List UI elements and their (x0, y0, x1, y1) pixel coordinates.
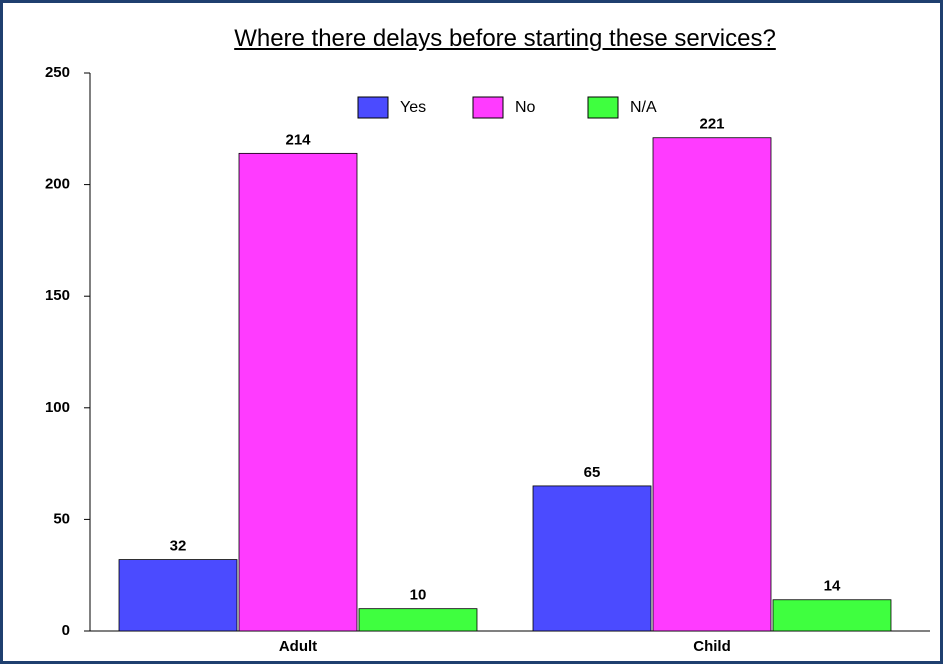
bar (532, 485, 652, 632)
bar (652, 137, 772, 632)
bar (238, 152, 358, 632)
legend-label: No (515, 99, 536, 116)
legend-swatch (587, 96, 619, 119)
y-tick-label: 0 (62, 622, 70, 639)
x-tick-label: Child (693, 638, 731, 655)
legend-label: Yes (400, 99, 426, 116)
value-label: 32 (170, 538, 187, 555)
y-tick-label: 50 (53, 510, 70, 527)
value-label: 65 (584, 464, 601, 481)
legend-swatch (357, 96, 389, 119)
y-tick-label: 200 (45, 176, 70, 193)
bar (772, 599, 892, 632)
bar (358, 608, 478, 632)
chart-title: Where there delays before starting these… (234, 25, 776, 52)
bar (118, 559, 238, 632)
x-tick-label: Adult (279, 638, 317, 655)
value-label: 10 (410, 587, 427, 604)
legend-label: N/A (630, 99, 657, 116)
y-tick-label: 100 (45, 399, 70, 416)
value-label: 14 (824, 578, 841, 595)
y-tick-label: 150 (45, 287, 70, 304)
y-tick-label: 250 (45, 64, 70, 81)
value-label: 221 (699, 116, 724, 133)
legend-swatch (472, 96, 504, 119)
value-label: 214 (285, 131, 311, 148)
